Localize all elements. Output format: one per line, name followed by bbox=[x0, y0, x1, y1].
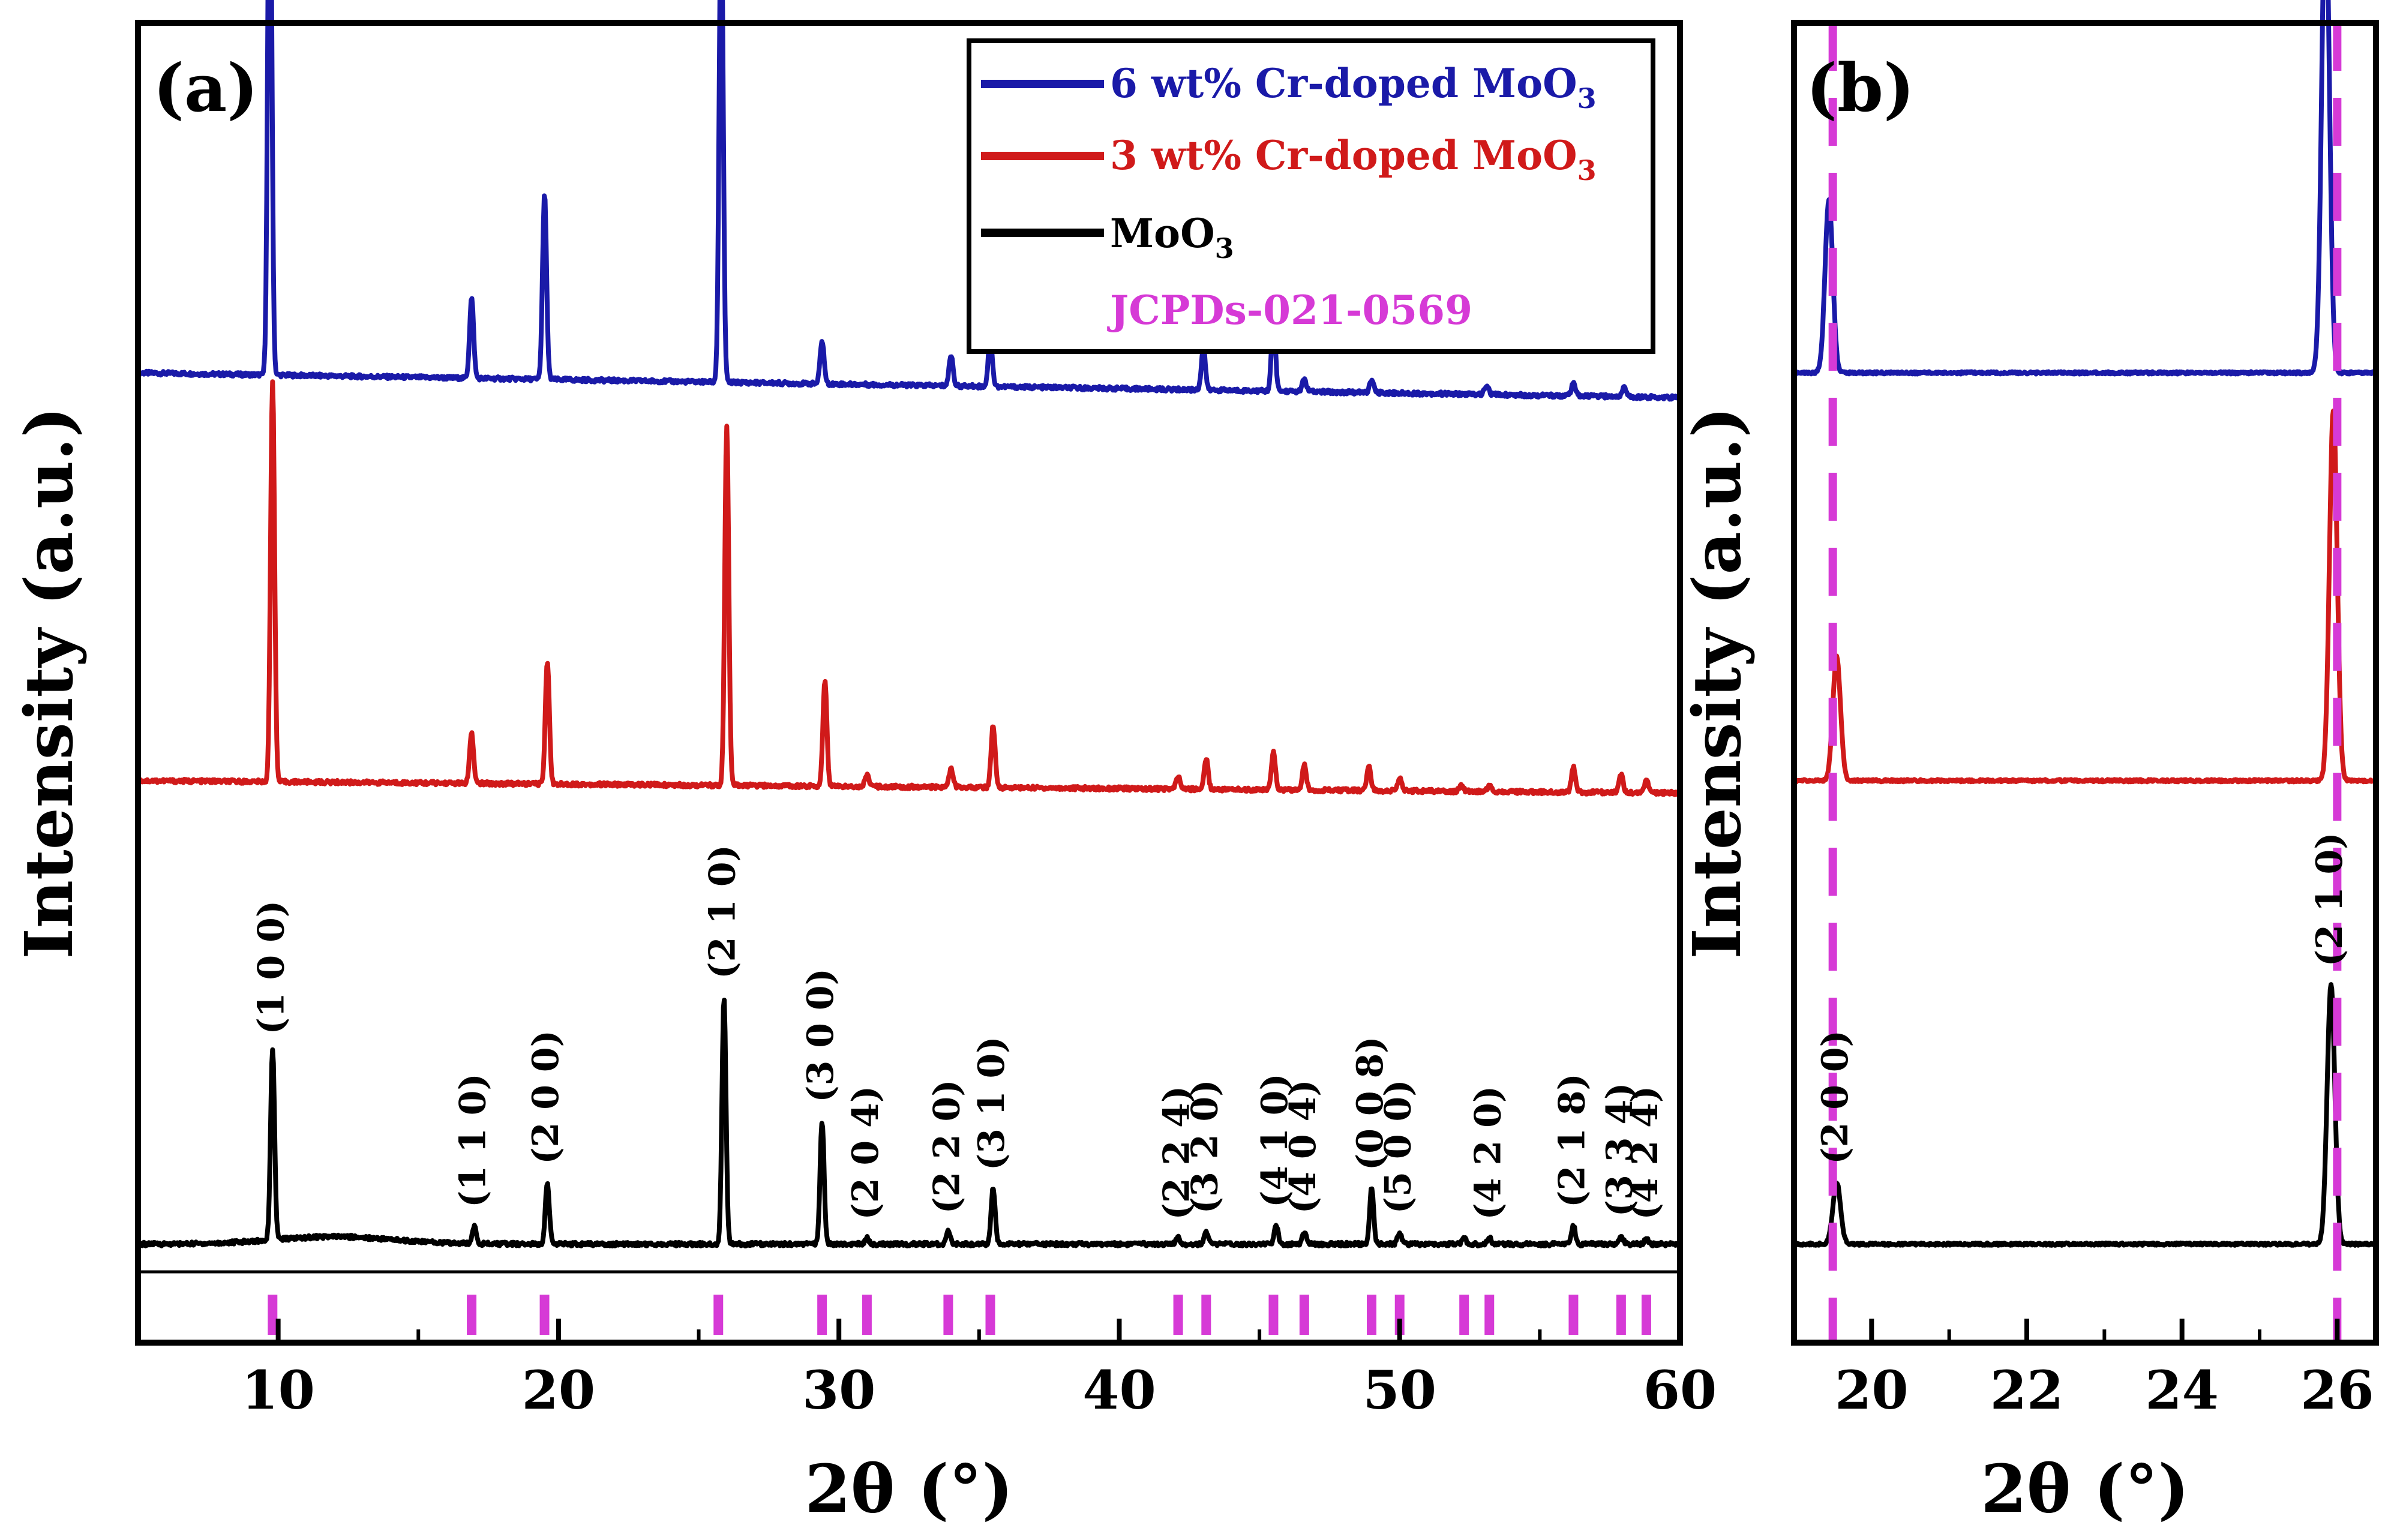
x-tick-label: 22 bbox=[1990, 1359, 2063, 1421]
panel-a-x-axis-title: 2θ (°) bbox=[805, 1450, 1013, 1527]
hkl-annotation: (2 1 0) bbox=[2309, 832, 2351, 966]
x-tick-label: 24 bbox=[2145, 1359, 2218, 1421]
series-line-moo3 bbox=[1792, 982, 2378, 1248]
panel-a-reference-marks bbox=[268, 1295, 1651, 1335]
legend-label-moo3: MoO3 bbox=[1110, 210, 1234, 265]
panel-a-frame bbox=[135, 20, 1683, 1346]
hkl-annotation: (4 0 4) bbox=[1282, 1079, 1324, 1214]
legend-box bbox=[967, 38, 1655, 354]
hkl-annotation: (0 0 8) bbox=[1349, 1036, 1391, 1170]
hkl-annotation: (1 0 0) bbox=[250, 900, 292, 1035]
legend-label-6wt: 6 wt% Cr-doped MoO3 bbox=[1110, 60, 1597, 115]
hkl-annotation: (1 1 0) bbox=[452, 1073, 494, 1208]
hkl-annotation: (2 0 0) bbox=[525, 1030, 567, 1164]
hkl-annotation: (3 3 4) bbox=[1599, 1082, 1641, 1217]
panel-b-y-axis-title: Intensity (a.u.) bbox=[1678, 407, 1756, 959]
panel-a-hkl-annotations: (1 0 0) (1 1 0) (2 0 0) (2 1 0) (3 0 0)(2 0 … bbox=[250, 845, 1666, 1220]
hkl-annotation: (3 2 0) bbox=[1184, 1079, 1226, 1214]
panel-b-frame bbox=[1791, 20, 2379, 1346]
x-tick-label: 20 bbox=[1835, 1359, 1908, 1421]
hkl-annotation: (4 1 0) bbox=[1254, 1073, 1296, 1208]
hkl-annotation: (4 2 0) bbox=[1467, 1086, 1509, 1220]
x-tick-label: 10 bbox=[241, 1359, 314, 1421]
hkl-annotation: (5 0 0) bbox=[1378, 1079, 1420, 1214]
panel-b-label: (b) bbox=[1806, 49, 1915, 127]
panel-a-y-axis-title: Intensity (a.u.) bbox=[10, 407, 88, 959]
panel-b-reference-lines bbox=[1828, 23, 2342, 1343]
panel-b-x-ticks: 20 22 24 26 bbox=[1792, 1319, 2374, 1421]
legend-label-jcpds: JCPDs-021-0569 bbox=[1107, 287, 1472, 334]
hkl-annotation: (2 0 4) bbox=[845, 1086, 887, 1220]
x-tick-label: 20 bbox=[522, 1359, 595, 1421]
hkl-annotation: (2 1 8) bbox=[1551, 1073, 1593, 1208]
x-tick-label: 26 bbox=[2300, 1359, 2374, 1421]
panel-b-x-axis-title: 2θ (°) bbox=[1981, 1450, 2189, 1527]
legend-label-3wt: 3 wt% Cr-doped MoO3 bbox=[1110, 132, 1597, 187]
hkl-annotation: (2 1 0) bbox=[702, 845, 744, 979]
series-line-3-wt-cr-doped-moo3 bbox=[136, 379, 1682, 797]
x-tick-label: 40 bbox=[1082, 1359, 1156, 1421]
x-tick-label: 30 bbox=[802, 1359, 875, 1421]
series-line-moo3 bbox=[136, 998, 1682, 1248]
hkl-annotation: (4 2 4) bbox=[1624, 1086, 1666, 1220]
series-line-6-wt-cr-doped-moo3 bbox=[136, 0, 1682, 402]
hkl-annotation: (3 0 0) bbox=[800, 968, 842, 1103]
hkl-annotation: (2 2 4) bbox=[1156, 1086, 1198, 1220]
series-line-6-wt-cr-doped-moo3 bbox=[1792, 0, 2378, 377]
panel-b-curves bbox=[1792, 0, 2378, 1248]
panel-b: (2 0 0) (2 1 0) 20 22 24 26 (b) Intensity (a… bbox=[1678, 0, 2379, 1527]
x-tick-label: 60 bbox=[1643, 1359, 1717, 1421]
x-tick-label: 50 bbox=[1363, 1359, 1436, 1421]
hkl-annotation: (3 1 0) bbox=[971, 1036, 1013, 1170]
legend: 6 wt% Cr-doped MoO3 3 wt% Cr-doped MoO3 … bbox=[967, 38, 1655, 354]
panel-b-hkl-annotations: (2 0 0) (2 1 0) bbox=[1814, 832, 2351, 1164]
panel-a-label: (a) bbox=[153, 49, 258, 127]
hkl-annotation: (2 2 0) bbox=[926, 1079, 968, 1214]
panel-a-x-ticks: 10 20 30 40 50 60 bbox=[136, 1319, 1717, 1421]
panel-a-curves bbox=[136, 0, 1682, 1248]
series-line-3-wt-cr-doped-moo3 bbox=[1792, 409, 2378, 785]
panel-a: (1 0 0) (1 1 0) (2 0 0) (2 1 0) (3 0 0)(2 0 … bbox=[10, 0, 1717, 1527]
hkl-annotation: (2 0 0) bbox=[1814, 1030, 1856, 1164]
